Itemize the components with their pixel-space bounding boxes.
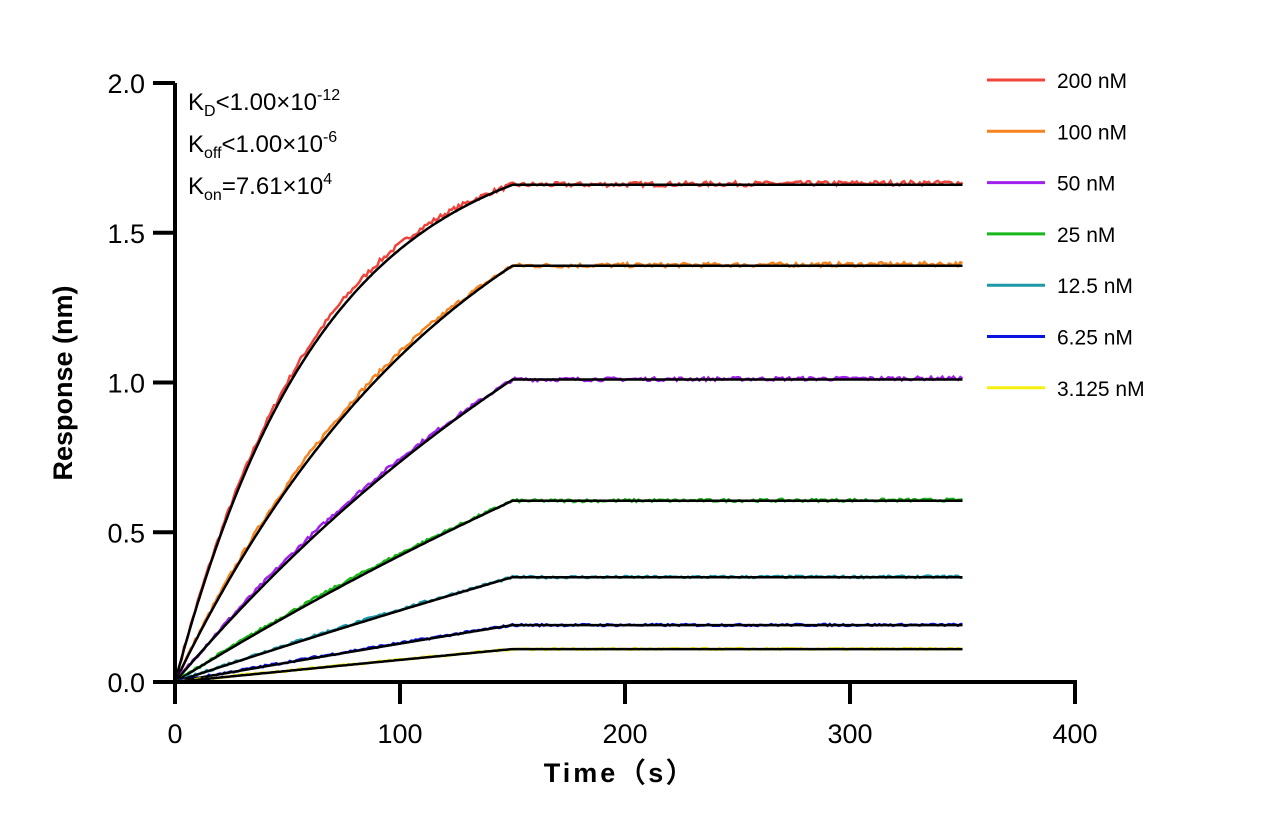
curves xyxy=(173,178,964,684)
y-tick-label: 2.0 xyxy=(107,69,145,99)
fit-curve-200-nM xyxy=(173,183,963,683)
x-tick-label: 100 xyxy=(377,719,422,749)
legend-label: 50 nM xyxy=(1057,173,1115,196)
x-tick-label: 0 xyxy=(167,719,182,749)
data-series-25-nM xyxy=(174,497,963,684)
legend-label: 3.125 nM xyxy=(1057,378,1145,401)
legend-label: 200 nM xyxy=(1057,70,1127,93)
x-tick-label: 400 xyxy=(1052,719,1097,749)
fit-curve-12.5-nM xyxy=(174,575,963,684)
data-series-100-nM xyxy=(173,260,963,683)
fit-curve-6.25-nM xyxy=(174,623,963,684)
x-axis-label: Time（s） xyxy=(544,758,697,788)
data-series-6.25-nM xyxy=(174,622,963,684)
legend-label: 6.25 nM xyxy=(1057,327,1133,350)
legend-label: 25 nM xyxy=(1057,224,1115,247)
legend: 200 nM 100 nM 50 nM 25 nM 12.5 nM 6.25 nM 3.12… xyxy=(987,70,1145,401)
data-series-12.5-nM xyxy=(174,574,963,684)
fit-curve-100-nM xyxy=(173,264,963,683)
legend-label: 12.5 nM xyxy=(1057,275,1133,298)
x-tick-label: 200 xyxy=(602,719,647,749)
fit-curve-50-nM xyxy=(174,378,963,683)
data-series-50-nM xyxy=(174,374,964,683)
kd-annotation: KD<1.00×10-12 xyxy=(188,87,340,120)
y-tick-label: 0.5 xyxy=(107,518,145,548)
kon-annotation: Kon=7.61×104 xyxy=(188,171,332,204)
koff-annotation: Koff<1.00×10-6 xyxy=(188,129,337,162)
y-tick-label: 1.5 xyxy=(107,219,145,249)
fit-curve-25-nM xyxy=(174,499,963,684)
data-series-3.125-nM xyxy=(174,646,963,684)
y-tick-label: 1.0 xyxy=(107,369,145,399)
annotations: KD<1.00×10-12 Koff<1.00×10-6 Kon=7.61×10… xyxy=(188,87,340,204)
y-tick-label: 0.0 xyxy=(107,668,145,698)
y-axis-label: Response (nm) xyxy=(48,285,78,480)
x-tick-label: 300 xyxy=(827,719,872,749)
data-series-200-nM xyxy=(173,178,964,683)
axes: 0 100 200 300 400 0.0 0.5 1.0 1.5 2.0 xyxy=(107,69,1097,749)
fit-curve-3.125-nM xyxy=(174,647,963,684)
legend-label: 100 nM xyxy=(1057,121,1127,144)
